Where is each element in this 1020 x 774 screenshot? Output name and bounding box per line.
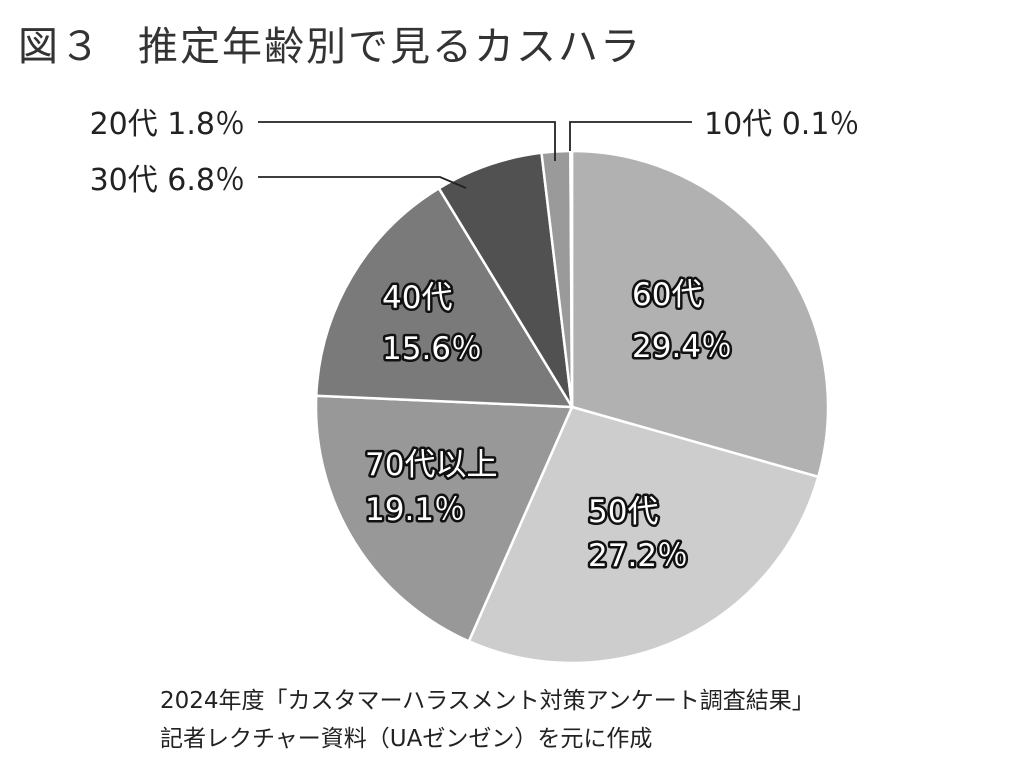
slice-label-50代: 50代 — [588, 494, 658, 530]
slice-labels: 60代 29.4％ 50代 27.2％ 70代以上 19.1％ 40代 15.6％ 30代 6.… — [90, 107, 860, 577]
pie-slice-30代 — [437, 151, 574, 409]
outer-label-30代: 30代 6.8％ — [90, 163, 245, 198]
slice-value-50代: 27.2％ — [588, 538, 688, 574]
slice-value-70代以上: 19.1％ — [365, 492, 465, 528]
figure-title: 図３ 推定年齢別で見るカスハラ — [18, 14, 642, 72]
outer-label-10代: 10代 0.1％ — [704, 107, 859, 142]
slice-value-40代: 15.6％ — [382, 331, 482, 367]
source-line-1: 2024年度「カスタマーハラスメント対策アンケート調査結果」 — [160, 688, 815, 714]
slice-value-60代: 29.4％ — [632, 329, 732, 365]
slice-label-60代: 60代 — [632, 277, 702, 313]
pie-slice-40代 — [315, 187, 574, 409]
leader-line-20代 — [258, 121, 556, 161]
source-line-2: 記者レクチャー資料（UAゼンゼン）を元に作成 — [160, 726, 653, 752]
pie-slices — [314, 149, 830, 665]
leader-line-10代 — [569, 121, 692, 151]
pie-slice-70代以上 — [314, 394, 574, 643]
pie-slice-60代 — [570, 149, 830, 479]
pie-slice-50代 — [467, 405, 820, 665]
slice-label-40代: 40代 — [382, 280, 452, 316]
slice-label-70代以上: 70代以上 — [365, 447, 497, 483]
figure-number: 図３ — [18, 24, 102, 70]
outer-label-20代: 20代 1.8％ — [90, 107, 245, 142]
source-note: 2024年度「カスタマーハラスメント対策アンケート調査結果」 記者レクチャー資料… — [160, 682, 815, 758]
pie-slice-10代 — [569, 149, 574, 409]
leader-lines — [258, 121, 692, 189]
leader-line-30代 — [258, 176, 467, 189]
figure-title-text: 推定年齢別で見るカスハラ — [138, 24, 642, 70]
